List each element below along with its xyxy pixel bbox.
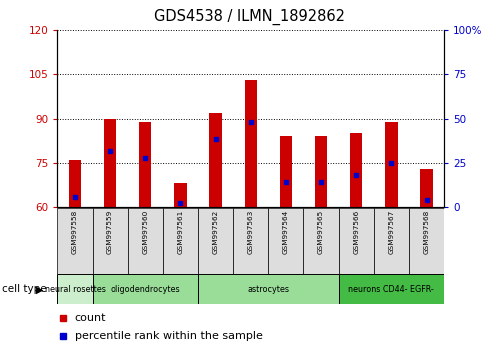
Bar <box>280 136 292 207</box>
Bar <box>350 133 362 207</box>
Bar <box>420 169 433 207</box>
Bar <box>57 274 92 304</box>
Text: GSM997560: GSM997560 <box>142 210 148 254</box>
Text: percentile rank within the sample: percentile rank within the sample <box>75 331 262 341</box>
Text: oligodendrocytes: oligodendrocytes <box>110 285 180 294</box>
Bar <box>268 208 303 274</box>
Bar <box>174 183 187 207</box>
Text: astrocytes: astrocytes <box>248 285 289 294</box>
Text: ▶: ▶ <box>36 284 44 295</box>
Bar <box>339 208 374 274</box>
Text: GSM997564: GSM997564 <box>283 210 289 254</box>
Bar <box>210 113 222 207</box>
Text: GSM997561: GSM997561 <box>178 210 184 254</box>
Bar <box>374 208 409 274</box>
Bar <box>163 208 198 274</box>
Bar <box>92 208 128 274</box>
Bar <box>92 274 198 304</box>
Text: GSM997558: GSM997558 <box>72 210 78 254</box>
Bar <box>57 208 92 274</box>
Bar <box>385 121 398 207</box>
Bar <box>303 208 339 274</box>
Bar <box>139 121 151 207</box>
Bar <box>315 136 327 207</box>
Text: GSM997567: GSM997567 <box>388 210 394 254</box>
Text: count: count <box>75 313 106 323</box>
Text: GDS4538 / ILMN_1892862: GDS4538 / ILMN_1892862 <box>154 9 345 25</box>
Text: neurons CD44- EGFR-: neurons CD44- EGFR- <box>348 285 434 294</box>
Bar <box>198 274 339 304</box>
Text: neural rosettes: neural rosettes <box>44 285 105 294</box>
Bar <box>128 208 163 274</box>
Text: GSM997565: GSM997565 <box>318 210 324 254</box>
Text: GSM997563: GSM997563 <box>248 210 254 254</box>
Text: GSM997559: GSM997559 <box>107 210 113 254</box>
Text: cell type: cell type <box>2 284 47 295</box>
Bar <box>339 274 444 304</box>
Bar <box>245 80 257 207</box>
Text: GSM997566: GSM997566 <box>353 210 359 254</box>
Text: GSM997568: GSM997568 <box>424 210 430 254</box>
Bar <box>69 160 81 207</box>
Text: GSM997562: GSM997562 <box>213 210 219 254</box>
Bar <box>409 208 444 274</box>
Bar <box>233 208 268 274</box>
Bar <box>198 208 233 274</box>
Bar <box>104 119 116 207</box>
